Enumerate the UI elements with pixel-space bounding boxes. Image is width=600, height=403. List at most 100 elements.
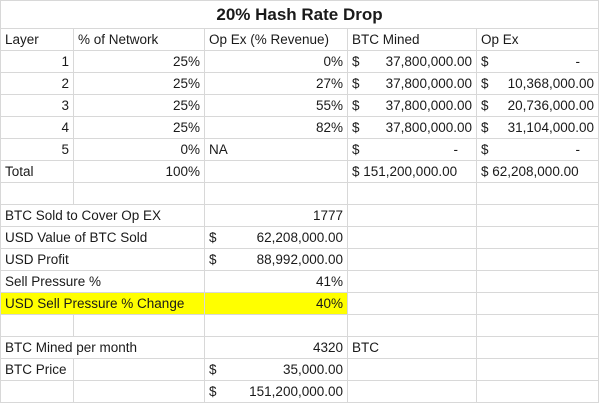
summary-label[interactable]: USD Profit: [0, 248, 205, 271]
cell-opex-pct[interactable]: 27%: [204, 72, 348, 95]
cell-network[interactable]: 25%: [73, 50, 205, 73]
empty-cell[interactable]: [0, 182, 74, 205]
cell-layer[interactable]: 2: [0, 72, 74, 95]
cell-btc-mined[interactable]: $37,800,000.00: [347, 72, 477, 95]
currency-symbol: $: [481, 76, 489, 91]
empty-cell[interactable]: [73, 314, 205, 337]
empty-cell[interactable]: [204, 182, 348, 205]
amount: 37,800,000.00: [385, 76, 472, 91]
empty-cell[interactable]: [476, 380, 599, 403]
total-label[interactable]: Total: [0, 160, 74, 183]
cell-opex-pct[interactable]: NA: [204, 138, 348, 161]
cell-layer[interactable]: 1: [0, 50, 74, 73]
empty-cell[interactable]: [476, 182, 599, 205]
empty-cell[interactable]: [476, 336, 599, 359]
empty-cell[interactable]: [73, 358, 205, 381]
cell-layer[interactable]: 3: [0, 94, 74, 117]
btc-price-label[interactable]: BTC Price: [0, 358, 74, 381]
empty-cell[interactable]: [476, 270, 599, 293]
amount: 10,368,000.00: [507, 76, 594, 91]
table-row: 4 25% 82% $37,800,000.00 $31,104,000.00: [0, 116, 599, 139]
empty-cell[interactable]: [347, 182, 477, 205]
currency-symbol: $: [481, 142, 489, 157]
cell-btc-mined[interactable]: $ -: [347, 138, 477, 161]
empty-cell[interactable]: [476, 314, 599, 337]
input-row: BTC Price $35,000.00: [0, 358, 599, 381]
empty-cell[interactable]: [347, 314, 477, 337]
btc-mined-per-month-value[interactable]: 4320: [204, 336, 348, 359]
cell-btc-mined[interactable]: $37,800,000.00: [347, 94, 477, 117]
amount: 35,000.00: [282, 362, 343, 377]
empty-cell[interactable]: [476, 292, 599, 315]
summary-value[interactable]: 41%: [204, 270, 348, 293]
summary-value[interactable]: $88,992,000.00: [204, 248, 348, 271]
empty-cell[interactable]: [347, 248, 477, 271]
header-btc-mined[interactable]: BTC Mined: [347, 28, 477, 51]
cell-opex[interactable]: $31,104,000.00: [476, 116, 599, 139]
cell-btc-mined[interactable]: $37,800,000.00: [347, 50, 477, 73]
header-opex[interactable]: Op Ex: [476, 28, 599, 51]
empty-cell[interactable]: [347, 204, 477, 227]
header-opex-pct[interactable]: Op Ex (% Revenue): [204, 28, 348, 51]
amount: 88,992,000.00: [256, 252, 343, 267]
amount: -: [575, 142, 581, 157]
amount: 37,800,000.00: [385, 98, 472, 113]
summary-value[interactable]: 40%: [204, 292, 348, 315]
summary-label[interactable]: BTC Sold to Cover Op EX: [0, 204, 205, 227]
summary-value[interactable]: 1777: [204, 204, 348, 227]
amount: 31,104,000.00: [507, 120, 594, 135]
summary-row: Sell Pressure % 41%: [0, 270, 599, 293]
empty-cell[interactable]: [73, 380, 205, 403]
header-network[interactable]: % of Network: [73, 28, 205, 51]
cell-opex-pct[interactable]: 82%: [204, 116, 348, 139]
empty-cell[interactable]: [347, 270, 477, 293]
currency-symbol: $: [481, 98, 489, 113]
summary-label[interactable]: Sell Pressure %: [0, 270, 205, 293]
summary-label[interactable]: USD Sell Pressure % Change: [0, 292, 205, 315]
blank-row: [0, 314, 599, 337]
cell-opex[interactable]: $ -: [476, 138, 599, 161]
cell-network[interactable]: 0%: [73, 138, 205, 161]
amount: 37,800,000.00: [385, 120, 472, 135]
empty-cell[interactable]: [204, 314, 348, 337]
cell-opex[interactable]: $20,736,000.00: [476, 94, 599, 117]
empty-cell[interactable]: [347, 380, 477, 403]
cell-opex[interactable]: $ -: [476, 50, 599, 73]
header-layer[interactable]: Layer: [0, 28, 74, 51]
cell-layer[interactable]: 5: [0, 138, 74, 161]
total-network[interactable]: 100%: [73, 160, 205, 183]
empty-cell[interactable]: [0, 380, 74, 403]
cell-opex-pct[interactable]: 0%: [204, 50, 348, 73]
btc-price-value[interactable]: $35,000.00: [204, 358, 348, 381]
currency-symbol: $: [352, 98, 360, 113]
table-row: 5 0% NA $ - $ -: [0, 138, 599, 161]
revenue-value[interactable]: $151,200,000.00: [204, 380, 348, 403]
sheet-title[interactable]: 20% Hash Rate Drop: [0, 0, 599, 29]
empty-cell[interactable]: [73, 182, 205, 205]
empty-cell[interactable]: [0, 314, 74, 337]
total-btc-mined[interactable]: $ 151,200,000.00: [347, 160, 477, 183]
empty-cell[interactable]: [347, 292, 477, 315]
cell-btc-mined[interactable]: $37,800,000.00: [347, 116, 477, 139]
summary-row-highlighted: USD Sell Pressure % Change 40%: [0, 292, 599, 315]
empty-cell[interactable]: [347, 226, 477, 249]
empty-cell[interactable]: [204, 160, 348, 183]
empty-cell[interactable]: [476, 248, 599, 271]
empty-cell[interactable]: [347, 358, 477, 381]
summary-value[interactable]: $62,208,000.00: [204, 226, 348, 249]
cell-opex[interactable]: $10,368,000.00: [476, 72, 599, 95]
btc-unit[interactable]: BTC: [347, 336, 477, 359]
cell-layer[interactable]: 4: [0, 116, 74, 139]
total-opex[interactable]: $ 62,208,000.00: [476, 160, 599, 183]
empty-cell[interactable]: [476, 226, 599, 249]
empty-cell[interactable]: [476, 204, 599, 227]
cell-network[interactable]: 25%: [73, 72, 205, 95]
cell-opex-pct[interactable]: 55%: [204, 94, 348, 117]
summary-label[interactable]: USD Value of BTC Sold: [0, 226, 205, 249]
cell-network[interactable]: 25%: [73, 94, 205, 117]
cell-network[interactable]: 25%: [73, 116, 205, 139]
btc-mined-per-month-label[interactable]: BTC Mined per month: [0, 336, 205, 359]
empty-cell[interactable]: [476, 358, 599, 381]
